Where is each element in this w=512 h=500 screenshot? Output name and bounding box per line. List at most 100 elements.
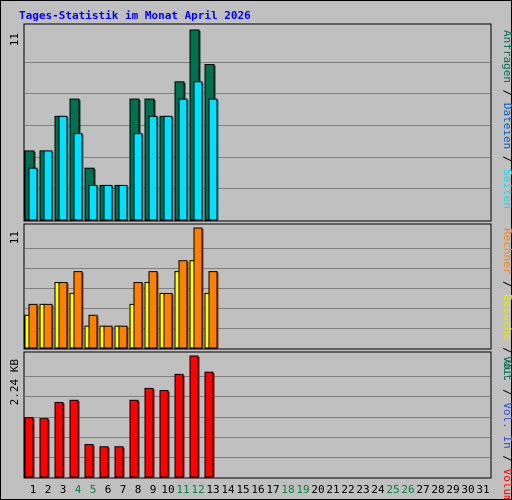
bar-seiten — [73, 133, 84, 221]
page-title: Tages-Statistik im Monat April 2026 — [19, 9, 251, 22]
bar-rechner — [193, 227, 204, 349]
bar-volumen-face — [54, 401, 64, 478]
bar-volumen-face — [204, 371, 214, 478]
bar-rechner — [178, 260, 189, 349]
bar-rechner — [103, 325, 114, 349]
bar-volumen — [129, 399, 140, 478]
panel-1-ymax-label: 11 — [8, 33, 21, 46]
legend-item: Seiten — [501, 169, 512, 209]
bar-seiten-face — [43, 150, 53, 221]
legend-item: Besuche — [501, 294, 512, 340]
panel-1-legend: Anfragen / Dateien / Seiten — [501, 30, 512, 209]
x-tick-label: 4 — [75, 483, 82, 496]
bar-seiten — [58, 115, 69, 221]
bar-rechner — [43, 303, 54, 349]
legend-item: Volumen — [501, 469, 512, 500]
bar-rechner-face — [88, 314, 98, 349]
bar-seiten — [43, 150, 54, 221]
bar-rechner-face — [103, 325, 113, 349]
panel-3-legend: Vol. / Vol. In / Volumen — [501, 356, 512, 500]
bar-volumen — [204, 371, 215, 478]
legend-item: Anfragen — [501, 30, 512, 83]
legend-separator: / — [501, 149, 512, 169]
bar-seiten-face — [103, 184, 113, 221]
bar-rechner — [133, 282, 144, 349]
x-tick-label: 13 — [206, 483, 219, 496]
x-tick-label: 26 — [401, 483, 414, 496]
bar-seiten-face — [178, 98, 188, 221]
x-tick-label: 1 — [30, 483, 37, 496]
x-tick-label: 30 — [461, 483, 474, 496]
bar-rechner — [88, 314, 99, 349]
legend-separator: / — [501, 341, 512, 361]
bar-seiten — [193, 81, 204, 221]
bar-rechner — [148, 271, 159, 349]
legend-item: Out — [501, 360, 512, 380]
x-tick-label: 6 — [105, 483, 112, 496]
bar-volumen-face — [39, 418, 49, 478]
bar-rechner-face — [28, 303, 38, 349]
bar-volumen-face — [99, 446, 109, 478]
bar-volumen — [174, 373, 185, 478]
x-tick-label: 15 — [236, 483, 249, 496]
x-tick-label: 23 — [356, 483, 369, 496]
bar-seiten — [178, 98, 189, 221]
bar-seiten-face — [118, 184, 128, 221]
bar-seiten — [28, 167, 39, 221]
bar-rechner — [163, 292, 174, 349]
bar-volumen-face — [24, 417, 34, 478]
x-tick-label: 21 — [326, 483, 339, 496]
x-tick-label: 20 — [311, 483, 324, 496]
bar-volumen-face — [174, 373, 184, 478]
bar-rechner-face — [43, 303, 53, 349]
legend-separator: / — [501, 449, 512, 469]
bar-seiten-face — [133, 133, 143, 221]
bar-volumen — [39, 418, 50, 478]
bar-seiten — [133, 133, 144, 221]
legend-separator: / — [501, 383, 512, 403]
legend-item: Vol. — [501, 356, 512, 383]
bar-seiten-face — [58, 115, 68, 221]
bar-volumen-face — [189, 355, 199, 478]
bar-rechner-face — [58, 282, 68, 349]
bar-volumen — [69, 399, 80, 478]
bar-seiten-face — [148, 115, 158, 221]
bar-volumen — [24, 417, 35, 478]
x-tick-label: 5 — [90, 483, 97, 496]
bar-rechner-face — [148, 271, 158, 349]
bar-rechner — [208, 271, 219, 349]
bar-rechner — [73, 271, 84, 349]
bar-rechner-face — [208, 271, 218, 349]
bar-seiten-face — [73, 133, 83, 221]
bar-volumen — [144, 387, 155, 478]
bar-volumen — [159, 390, 170, 478]
bar-rechner — [58, 282, 69, 349]
x-tick-label: 3 — [60, 483, 67, 496]
x-tick-label: 28 — [431, 483, 444, 496]
x-tick-label: 9 — [150, 483, 157, 496]
x-tick-label: 7 — [120, 483, 127, 496]
bar-rechner-face — [73, 271, 83, 349]
bar-seiten-face — [163, 115, 173, 221]
bar-seiten — [88, 184, 99, 221]
bar-volumen-face — [84, 444, 94, 478]
bar-seiten-face — [88, 184, 98, 221]
bar-volumen-face — [129, 399, 139, 478]
bar-volumen — [54, 401, 65, 478]
bar-seiten-face — [208, 98, 218, 221]
x-tick-label: 12 — [191, 483, 204, 496]
x-tick-label: 2 — [45, 483, 52, 496]
x-tick-label: 17 — [266, 483, 279, 496]
bar-seiten — [103, 184, 114, 221]
x-tick-label: 16 — [251, 483, 264, 496]
bar-seiten — [118, 184, 129, 221]
bar-volumen-face — [144, 387, 154, 478]
legend-separator: / — [501, 83, 512, 103]
legend-item: Rechner — [501, 228, 512, 275]
bar-volumen — [84, 444, 95, 478]
bar-volumen-face — [159, 390, 169, 478]
x-tick-label: 18 — [281, 483, 294, 496]
x-tick-label: 8 — [135, 483, 142, 496]
bar-volumen-face — [114, 446, 124, 478]
